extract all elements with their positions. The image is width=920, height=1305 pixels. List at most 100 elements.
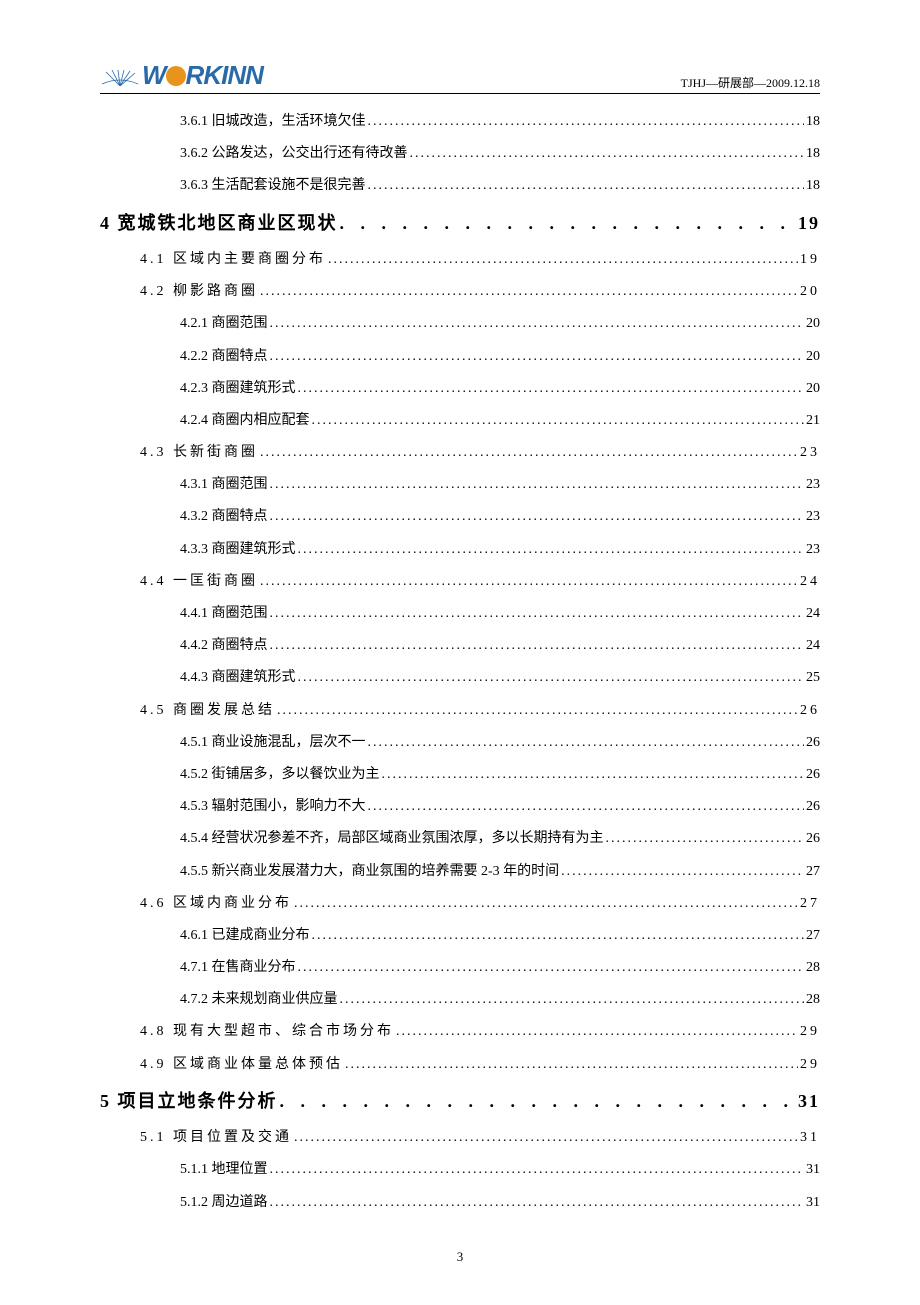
toc-page: 23 [800,437,820,469]
toc-page: 24 [806,598,820,630]
toc-leader [277,695,798,727]
toc-entry: 4.7.2 未来规划商业供应量 28 [100,984,820,1016]
toc-page: 18 [806,170,820,202]
toc-title: 5.1 项目位置及交通 [140,1122,292,1154]
toc-leader [368,106,805,138]
toc-title: 5.1.2 周边道路 [180,1187,268,1219]
toc-title: 4.4.2 商圈特点 [180,630,268,662]
toc-leader [368,791,805,823]
logo-circle-icon [166,66,186,86]
toc-page: 18 [806,106,820,138]
toc-title: 3.6.1 旧城改造，生活环境欠佳 [180,106,366,138]
logo-text-right: RKINN [186,60,263,91]
toc-leader [294,1122,798,1154]
toc-leader [382,759,805,791]
toc-page: 31 [806,1154,820,1186]
toc-title: 4.2.2 商圈特点 [180,341,268,373]
toc-leader [260,437,798,469]
toc-page: 29 [800,1049,820,1081]
toc-entry: 4.2.1 商圈范围20 [100,308,820,340]
toc-page: 26 [800,695,820,727]
toc-entry: 4.4.3 商圈建筑形式25 [100,662,820,694]
toc-page: 29 [800,1016,820,1048]
toc-entry: 5.1.1 地理位置 31 [100,1154,820,1186]
toc-entry: 4.5.3 辐射范围小，影响力不大 26 [100,791,820,823]
toc-page: 31 [798,1081,820,1122]
toc-entry: 4.4.1 商圈范围 24 [100,598,820,630]
toc-page: 23 [806,534,820,566]
toc-entry: 4.5.5 新兴商业发展潜力大，商业氛围的培养需要 2-3 年的时间27 [100,856,820,888]
toc-entry: 4.2.2 商圈特点20 [100,341,820,373]
toc-entry: 3.6.2 公路发达，公交出行还有待改善 18 [100,138,820,170]
toc-title: 4.7.2 未来规划商业供应量 [180,984,338,1016]
toc-title: 3.6.3 生活配套设施不是很完善 [180,170,366,202]
toc-entry: 4.2 柳影路商圈20 [100,276,820,308]
toc-page: 20 [800,276,820,308]
toc-title: 4.5.4 经营状况参差不齐，局部区域商业氛围浓厚，多以长期持有为主 [180,823,604,855]
toc-title: 4.8 现有大型超市、综合市场分布 [140,1016,394,1048]
toc-entry: 4.3.3 商圈建筑形式 23 [100,534,820,566]
toc-entry: 4.1 区域内主要商圈分布 19 [100,244,820,276]
toc-title: 4.3.3 商圈建筑形式 [180,534,296,566]
toc-entry: 4.2.3 商圈建筑形式20 [100,373,820,405]
toc-page: 26 [806,791,820,823]
toc-page: 20 [806,308,820,340]
toc-entry: 4.7.1 在售商业分布 28 [100,952,820,984]
toc-leader [260,566,798,598]
toc-entry: 5.1.2 周边道路31 [100,1187,820,1219]
toc-leader [312,405,805,437]
toc-leader [298,952,805,984]
toc-page: 28 [806,952,820,984]
toc-entry: 4.6.1 已建成商业分布27 [100,920,820,952]
toc-leader [260,276,798,308]
toc-leader [368,727,805,759]
toc-entry: 3.6.1 旧城改造，生活环境欠佳 18 [100,106,820,138]
toc-title: 4.3.2 商圈特点 [180,501,268,533]
toc-title: 3.6.2 公路发达，公交出行还有待改善 [180,138,408,170]
toc-page: 18 [806,138,820,170]
toc-title: 4.5.3 辐射范围小，影响力不大 [180,791,366,823]
toc-page: 19 [800,244,820,276]
toc-page: 24 [806,630,820,662]
toc-page: 21 [806,405,820,437]
toc-entry: 4.3.1 商圈范围 23 [100,469,820,501]
toc-leader [396,1016,798,1048]
toc-leader [270,1154,805,1186]
toc-page: 23 [806,469,820,501]
toc-leader [298,662,805,694]
toc-title: 4.7.1 在售商业分布 [180,952,296,984]
toc-leader [340,984,805,1016]
toc-entry: 4.8 现有大型超市、综合市场分布 29 [100,1016,820,1048]
header-meta: TJHJ—研展部—2009.12.18 [681,74,820,91]
toc-page: 27 [806,856,820,888]
toc-leader [270,501,805,533]
toc-page: 20 [806,373,820,405]
toc-leader [280,1081,797,1122]
toc-title: 4.3.1 商圈范围 [180,469,268,501]
toc-title: 4.1 区域内主要商圈分布 [140,244,326,276]
toc-page: 26 [806,727,820,759]
toc-leader [294,888,798,920]
toc-leader [410,138,805,170]
toc-page: 28 [806,984,820,1016]
toc-leader [312,920,805,952]
toc-title: 4.9 区域商业体量总体预估 [140,1049,343,1081]
toc-leader [606,823,805,855]
logo-text-left: W [142,60,166,91]
toc-title: 5.1.1 地理位置 [180,1154,268,1186]
toc-entry: 4.5.1 商业设施混乱，层次不一26 [100,727,820,759]
toc-leader [298,534,805,566]
toc-title: 4.4.1 商圈范围 [180,598,268,630]
toc-leader [561,856,804,888]
toc-entry: 5.1 项目位置及交通31 [100,1122,820,1154]
toc-entry: 4.4 一匡街商圈24 [100,566,820,598]
toc-leader [270,308,805,340]
table-of-contents: 3.6.1 旧城改造，生活环境欠佳 18 3.6.2 公路发达，公交出行还有待改善 1… [100,106,820,1219]
toc-entry: 5 项目立地条件分析 31 [100,1081,820,1122]
toc-page: 19 [798,203,820,244]
page-header: W RKINN TJHJ—研展部—2009.12.18 [100,60,820,94]
toc-title: 4.6 区域内商业分布 [140,888,292,920]
page-number: 3 [100,1249,820,1265]
toc-title: 5 项目立地条件分析 [100,1081,278,1122]
logo-rays-icon [100,70,140,86]
